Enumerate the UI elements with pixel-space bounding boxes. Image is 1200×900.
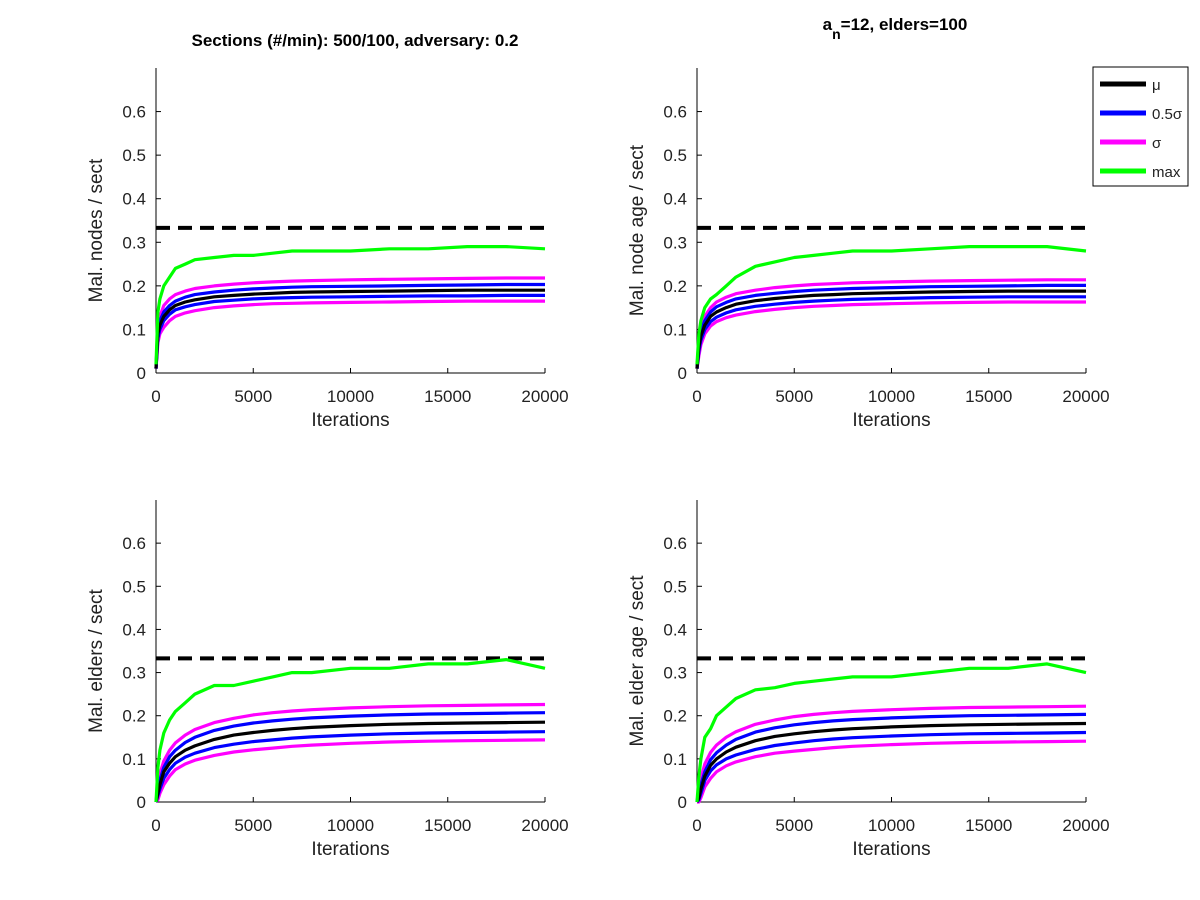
x-tick-label: 15000 <box>424 816 471 835</box>
series-line-σ <box>154 738 546 804</box>
y-tick-label: 0.2 <box>663 277 687 296</box>
y-tick-label: 0 <box>678 793 687 812</box>
y-tick-label: 0.4 <box>122 620 146 639</box>
y-tick-label: 0.3 <box>122 664 146 683</box>
series-line-0.5σ <box>695 283 1086 369</box>
y-tick-label: 0.2 <box>122 277 146 296</box>
x-tick-label: 0 <box>692 816 701 835</box>
x-tick-label: 5000 <box>234 387 272 406</box>
chart-panel-3: 0 0.1 0.2 0.3 0.4 0.5 0.6 0 5000 10000 15000 20000 I… <box>86 500 569 860</box>
chart-panel-4: 0 0.1 0.2 0.3 0.4 0.5 0.6 0 5000 10000 15000 20000 I… <box>627 500 1110 860</box>
x-tick-label: 5000 <box>234 816 272 835</box>
series-line-μ <box>695 721 1087 803</box>
y-tick-label: 0 <box>137 793 146 812</box>
series-line-max <box>154 657 546 803</box>
y-tick-label: 0 <box>678 364 687 383</box>
series-line-σ <box>697 739 1087 804</box>
y-tick-label: 0.5 <box>663 146 687 165</box>
x-tick-label: 10000 <box>327 816 374 835</box>
series-line-σ <box>154 276 545 369</box>
series-line-0.5σ <box>695 730 1087 804</box>
y-tick-label: 0.3 <box>663 664 687 683</box>
y-tick-label: 0.4 <box>663 620 687 639</box>
series-line-σ <box>695 704 1087 803</box>
y-tick-label: 0.6 <box>663 103 687 122</box>
x-tick-label: 0 <box>151 816 160 835</box>
y-tick-label: 0.1 <box>122 750 146 769</box>
y-tick-label: 0.1 <box>663 750 687 769</box>
series-line-0.5σ <box>154 730 546 803</box>
y-axis-label: Mal. node age / sect <box>627 144 648 316</box>
y-tick-label: 0.1 <box>663 320 687 339</box>
right-title-base: a <box>823 15 833 34</box>
y-tick-label: 0.3 <box>663 233 687 252</box>
x-tick-label: 10000 <box>868 387 915 406</box>
y-tick-label: 0.5 <box>122 577 146 596</box>
x-tick-label: 20000 <box>521 387 568 406</box>
series-line-σ <box>154 299 545 369</box>
y-tick-label: 0.2 <box>122 707 146 726</box>
x-tick-label: 0 <box>692 387 701 406</box>
x-tick-label: 15000 <box>965 816 1012 835</box>
x-tick-label: 10000 <box>327 387 374 406</box>
legend: μ 0.5σ σ max <box>1092 66 1189 187</box>
y-tick-label: 0.5 <box>122 146 146 165</box>
series-line-max <box>695 662 1087 803</box>
x-tick-label: 15000 <box>424 387 471 406</box>
series-line-μ <box>695 289 1086 369</box>
x-tick-label: 5000 <box>775 816 813 835</box>
series-line-μ <box>154 288 545 369</box>
series-line-0.5σ <box>154 282 545 369</box>
y-tick-label: 0.4 <box>122 190 146 209</box>
y-tick-label: 0.5 <box>663 577 687 596</box>
series-line-max <box>154 245 546 365</box>
x-axis-label: Iterations <box>311 839 389 860</box>
left-title: Sections (#/min): 500/100, adversary: 0.… <box>192 31 519 50</box>
legend-label: σ <box>1152 135 1162 152</box>
chart-panel-1: 0 0.1 0.2 0.3 0.4 0.5 0.6 0 5000 10000 15000 20000 I… <box>86 68 569 431</box>
x-tick-label: 15000 <box>965 387 1012 406</box>
legend-label: 0.5σ <box>1152 106 1183 123</box>
x-tick-label: 20000 <box>521 816 568 835</box>
y-tick-label: 0.6 <box>663 534 687 553</box>
x-tick-label: 0 <box>151 387 160 406</box>
y-tick-label: 0.4 <box>663 190 687 209</box>
y-tick-label: 0 <box>137 364 146 383</box>
series-line-0.5σ <box>695 295 1086 369</box>
y-tick-label: 0.1 <box>122 320 146 339</box>
x-tick-label: 5000 <box>775 387 813 406</box>
chart-panel-2: 0 0.1 0.2 0.3 0.4 0.5 0.6 0 5000 10000 15000 20000 I… <box>627 68 1110 431</box>
series-line-σ <box>695 300 1086 369</box>
x-tick-label: 20000 <box>1062 387 1109 406</box>
series-line-0.5σ <box>695 712 1087 803</box>
series-line-0.5σ <box>154 293 545 369</box>
x-axis-label: Iterations <box>852 410 930 431</box>
series-line-0.5σ <box>154 711 546 803</box>
y-tick-label: 0.6 <box>122 103 146 122</box>
right-title-rest: =12, elders=100 <box>841 15 968 34</box>
series-line-max <box>695 245 1087 365</box>
series-line-μ <box>154 720 546 803</box>
right-title-subscript: n <box>832 26 841 42</box>
x-axis-label: Iterations <box>311 410 389 431</box>
y-tick-label: 0.6 <box>122 534 146 553</box>
legend-label: max <box>1152 164 1181 181</box>
y-axis-label: Mal. elders / sect <box>86 588 107 732</box>
series-line-σ <box>695 278 1086 369</box>
legend-label: μ <box>1152 77 1161 94</box>
y-axis-label: Mal. nodes / sect <box>86 158 107 302</box>
y-axis-label: Mal. elder age / sect <box>627 575 648 747</box>
x-tick-label: 10000 <box>868 816 915 835</box>
series-line-σ <box>154 702 546 803</box>
y-tick-label: 0.2 <box>663 707 687 726</box>
y-tick-label: 0.3 <box>122 233 146 252</box>
x-axis-label: Iterations <box>852 839 930 860</box>
right-title: an=12, elders=100 <box>823 15 968 42</box>
x-tick-label: 20000 <box>1062 816 1109 835</box>
